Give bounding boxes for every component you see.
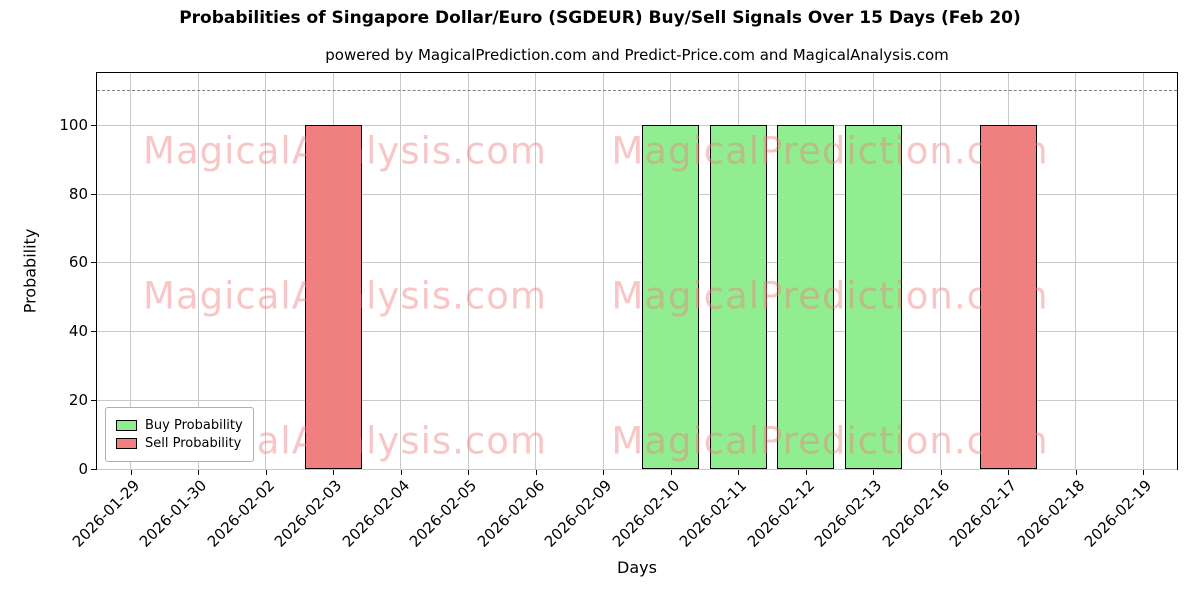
x-tick-label: 2026-02-09	[540, 476, 616, 551]
gridline-horizontal	[97, 262, 1177, 264]
x-tick-mark	[805, 470, 807, 475]
bar-buy-probability	[642, 124, 700, 469]
gridline-horizontal	[97, 124, 1177, 126]
bar-sell-probability	[304, 124, 362, 469]
x-tick-mark	[198, 470, 200, 475]
x-tick-mark	[400, 470, 402, 475]
x-tick-mark	[738, 470, 740, 475]
legend-swatch-icon	[116, 420, 137, 431]
chart-title: Probabilities of Singapore Dollar/Euro (…	[179, 8, 1021, 28]
bar-layer	[97, 73, 1177, 469]
y-tick-mark	[91, 124, 96, 126]
x-tick-label: 2026-02-04	[338, 476, 413, 551]
x-tick-mark	[265, 470, 267, 475]
gridline-vertical	[130, 73, 132, 469]
y-tick-mark	[91, 193, 96, 195]
x-tick-label: 2026-02-06	[473, 476, 548, 551]
x-tick-label: 2026-02-03	[270, 476, 346, 551]
y-tick-label: 20	[68, 391, 88, 410]
gridline-vertical	[1142, 73, 1144, 469]
legend-label: Sell Probability	[145, 436, 242, 451]
y-tick-label: 0	[78, 460, 88, 478]
y-tick-label: 60	[68, 253, 88, 272]
x-tick-mark	[670, 470, 672, 475]
gridline-vertical	[602, 73, 604, 469]
y-tick-label: 100	[59, 115, 88, 134]
legend-swatch-icon	[116, 438, 137, 449]
x-tick-label: 2026-02-19	[1080, 476, 1156, 551]
x-tick-mark	[940, 470, 942, 475]
x-tick-mark	[1075, 470, 1077, 475]
gridline-horizontal	[97, 331, 1177, 333]
x-axis-label: Days	[617, 558, 657, 577]
gridline-vertical	[940, 73, 942, 469]
x-tick-label: 2026-02-17	[945, 476, 1021, 551]
x-tick-label: 2026-02-12	[743, 476, 818, 551]
plot-area: MagicalAnalysis.com MagicalPrediction.com…	[96, 72, 1178, 470]
gridline-vertical	[400, 73, 402, 469]
x-tick-mark	[1143, 470, 1145, 475]
gridline-horizontal	[97, 469, 1177, 470]
gridline-horizontal	[97, 193, 1177, 195]
bar-sell-probability	[979, 124, 1037, 469]
x-tick-label: 2026-02-02	[203, 476, 278, 551]
y-tick-label: 80	[68, 184, 88, 203]
x-tick-label: 2026-02-10	[608, 476, 683, 551]
y-tick-mark	[91, 400, 96, 402]
legend-label: Buy Probability	[145, 418, 243, 433]
bar-buy-probability	[777, 124, 835, 469]
gridline-vertical	[535, 73, 537, 469]
x-tick-label: 2026-02-11	[675, 476, 751, 551]
y-tick-label: 40	[68, 322, 88, 341]
x-tick-mark	[535, 470, 537, 475]
bar-buy-probability	[844, 124, 902, 469]
legend: Buy Probability Sell Probability	[105, 407, 254, 462]
gridline-vertical	[467, 73, 469, 469]
legend-item: Sell Probability	[116, 436, 243, 451]
chart-subtitle: powered by MagicalPrediction.com and Pre…	[325, 46, 949, 64]
x-tick-label: 2026-01-30	[135, 476, 211, 551]
x-tick-label: 2026-02-16	[878, 476, 953, 551]
x-tick-label: 2026-02-18	[1013, 476, 1088, 551]
gridline-horizontal	[97, 400, 1177, 402]
x-tick-label: 2026-01-29	[68, 476, 143, 551]
gridline-vertical	[197, 73, 199, 469]
y-axis-label: Probability	[20, 228, 40, 314]
x-tick-mark	[468, 470, 470, 475]
legend-item: Buy Probability	[116, 418, 243, 433]
x-tick-mark	[130, 470, 132, 475]
x-tick-mark	[603, 470, 605, 475]
bar-buy-probability	[709, 124, 767, 469]
gridline-vertical	[265, 73, 267, 469]
x-tick-label: 2026-02-05	[405, 476, 481, 551]
y-tick-mark	[91, 469, 96, 470]
gridline-vertical	[1075, 73, 1077, 469]
x-tick-mark	[333, 470, 335, 475]
x-tick-mark	[1008, 470, 1010, 475]
y-tick-mark	[91, 331, 96, 333]
dashed-reference-line	[97, 90, 1177, 92]
x-tick-mark	[873, 470, 875, 475]
x-tick-label: 2026-02-13	[810, 476, 886, 551]
y-tick-mark	[91, 262, 96, 264]
